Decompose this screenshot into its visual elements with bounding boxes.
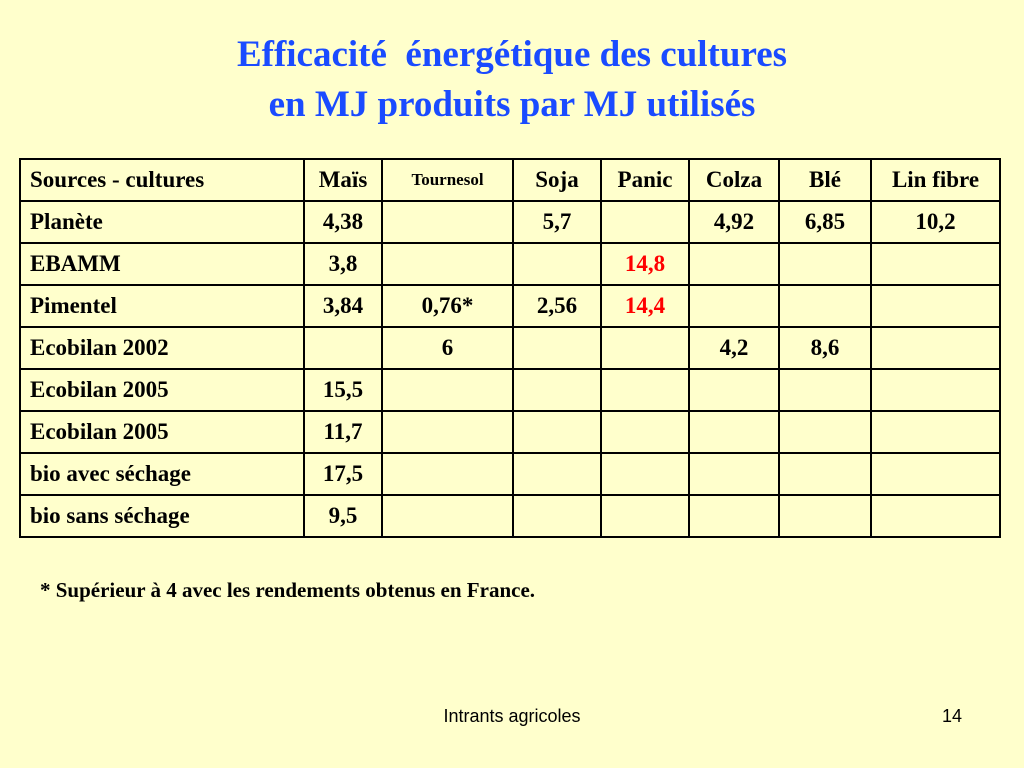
header-panic: Panic bbox=[600, 158, 690, 202]
table-cell bbox=[688, 242, 780, 286]
table-cell bbox=[778, 368, 872, 412]
table-cell bbox=[512, 494, 602, 538]
table-cell: 6 bbox=[381, 326, 514, 370]
table-cell bbox=[381, 242, 514, 286]
table-row: Ecobilan 2005 11,7 bbox=[19, 410, 1001, 454]
table-cell bbox=[688, 410, 780, 454]
energy-efficiency-table: Sources - cultures Maïs Tournesol Soja P… bbox=[19, 158, 1001, 538]
footnote: * Supérieur à 4 avec les rendements obte… bbox=[40, 578, 536, 602]
table-cell bbox=[870, 242, 1001, 286]
table-cell: 15,5 bbox=[303, 368, 383, 412]
table-cell: 10,2 bbox=[870, 200, 1001, 244]
table-row: bio avec séchage 17,5 bbox=[19, 452, 1001, 496]
row-label: bio avec séchage bbox=[19, 452, 305, 496]
table-cell bbox=[381, 368, 514, 412]
table-cell bbox=[600, 494, 690, 538]
table-cell bbox=[870, 326, 1001, 370]
table-row: Pimentel 3,84 0,76* 2,56 14,4 bbox=[19, 284, 1001, 328]
table-cell bbox=[778, 494, 872, 538]
table-row: Planète 4,38 5,7 4,92 6,85 10,2 bbox=[19, 200, 1001, 244]
table-cell bbox=[600, 368, 690, 412]
table-cell bbox=[600, 200, 690, 244]
row-label: Planète bbox=[19, 200, 305, 244]
row-label: bio sans séchage bbox=[19, 494, 305, 538]
row-label: Ecobilan 2005 bbox=[19, 410, 305, 454]
table-cell bbox=[381, 410, 514, 454]
table-cell: 8,6 bbox=[778, 326, 872, 370]
slide-title: Efficacité énergétique des cultures en M… bbox=[0, 30, 1024, 130]
table-cell bbox=[512, 326, 602, 370]
header-tournesol: Tournesol bbox=[381, 158, 514, 202]
table-cell bbox=[381, 452, 514, 496]
table-cell bbox=[512, 452, 602, 496]
table-cell bbox=[870, 368, 1001, 412]
table-row: Ecobilan 2002 6 4,2 8,6 bbox=[19, 326, 1001, 370]
table-cell bbox=[778, 452, 872, 496]
row-label: Ecobilan 2005 bbox=[19, 368, 305, 412]
table-header-row: Sources - cultures Maïs Tournesol Soja P… bbox=[19, 158, 1001, 202]
table-cell: 6,85 bbox=[778, 200, 872, 244]
table-cell bbox=[381, 200, 514, 244]
header-soja: Soja bbox=[512, 158, 602, 202]
table-cell: 11,7 bbox=[303, 410, 383, 454]
table-cell bbox=[778, 242, 872, 286]
table-cell: 0,76* bbox=[381, 284, 514, 328]
table-row: Ecobilan 2005 15,5 bbox=[19, 368, 1001, 412]
table-cell: 9,5 bbox=[303, 494, 383, 538]
header-mais: Maïs bbox=[303, 158, 383, 202]
table-cell-highlighted: 14,8 bbox=[600, 242, 690, 286]
table-cell: 2,56 bbox=[512, 284, 602, 328]
table-cell: 17,5 bbox=[303, 452, 383, 496]
table-cell: 3,84 bbox=[303, 284, 383, 328]
table-cell-highlighted: 14,4 bbox=[600, 284, 690, 328]
footer-text: Intrants agricoles bbox=[443, 706, 581, 726]
header-lin-fibre: Lin fibre bbox=[870, 158, 1001, 202]
table-cell bbox=[870, 452, 1001, 496]
table-cell bbox=[778, 284, 872, 328]
table-cell: 4,38 bbox=[303, 200, 383, 244]
table-cell: 4,2 bbox=[688, 326, 780, 370]
row-label: Ecobilan 2002 bbox=[19, 326, 305, 370]
table-cell bbox=[600, 326, 690, 370]
table-cell bbox=[778, 410, 872, 454]
table-cell bbox=[512, 368, 602, 412]
table-cell bbox=[688, 368, 780, 412]
table-cell bbox=[600, 452, 690, 496]
table-cell bbox=[688, 284, 780, 328]
table-cell bbox=[381, 494, 514, 538]
page-number: 14 bbox=[941, 706, 962, 726]
table-cell bbox=[303, 326, 383, 370]
row-label: EBAMM bbox=[19, 242, 305, 286]
table-cell: 5,7 bbox=[512, 200, 602, 244]
table-cell bbox=[870, 284, 1001, 328]
header-colza: Colza bbox=[688, 158, 780, 202]
table-cell bbox=[600, 410, 690, 454]
row-label: Pimentel bbox=[19, 284, 305, 328]
table-row: bio sans séchage 9,5 bbox=[19, 494, 1001, 538]
title-line-2: en MJ produits par MJ utilisés bbox=[268, 84, 756, 125]
table-cell bbox=[870, 494, 1001, 538]
table-cell bbox=[870, 410, 1001, 454]
table-cell bbox=[512, 242, 602, 286]
title-line-1: Efficacité énergétique des cultures bbox=[236, 34, 788, 75]
header-ble: Blé bbox=[778, 158, 872, 202]
table-cell bbox=[512, 410, 602, 454]
table-row: EBAMM 3,8 14,8 bbox=[19, 242, 1001, 286]
table-cell bbox=[688, 494, 780, 538]
table-cell bbox=[688, 452, 780, 496]
header-sources: Sources - cultures bbox=[19, 158, 305, 202]
table-cell: 4,92 bbox=[688, 200, 780, 244]
table-cell: 3,8 bbox=[303, 242, 383, 286]
